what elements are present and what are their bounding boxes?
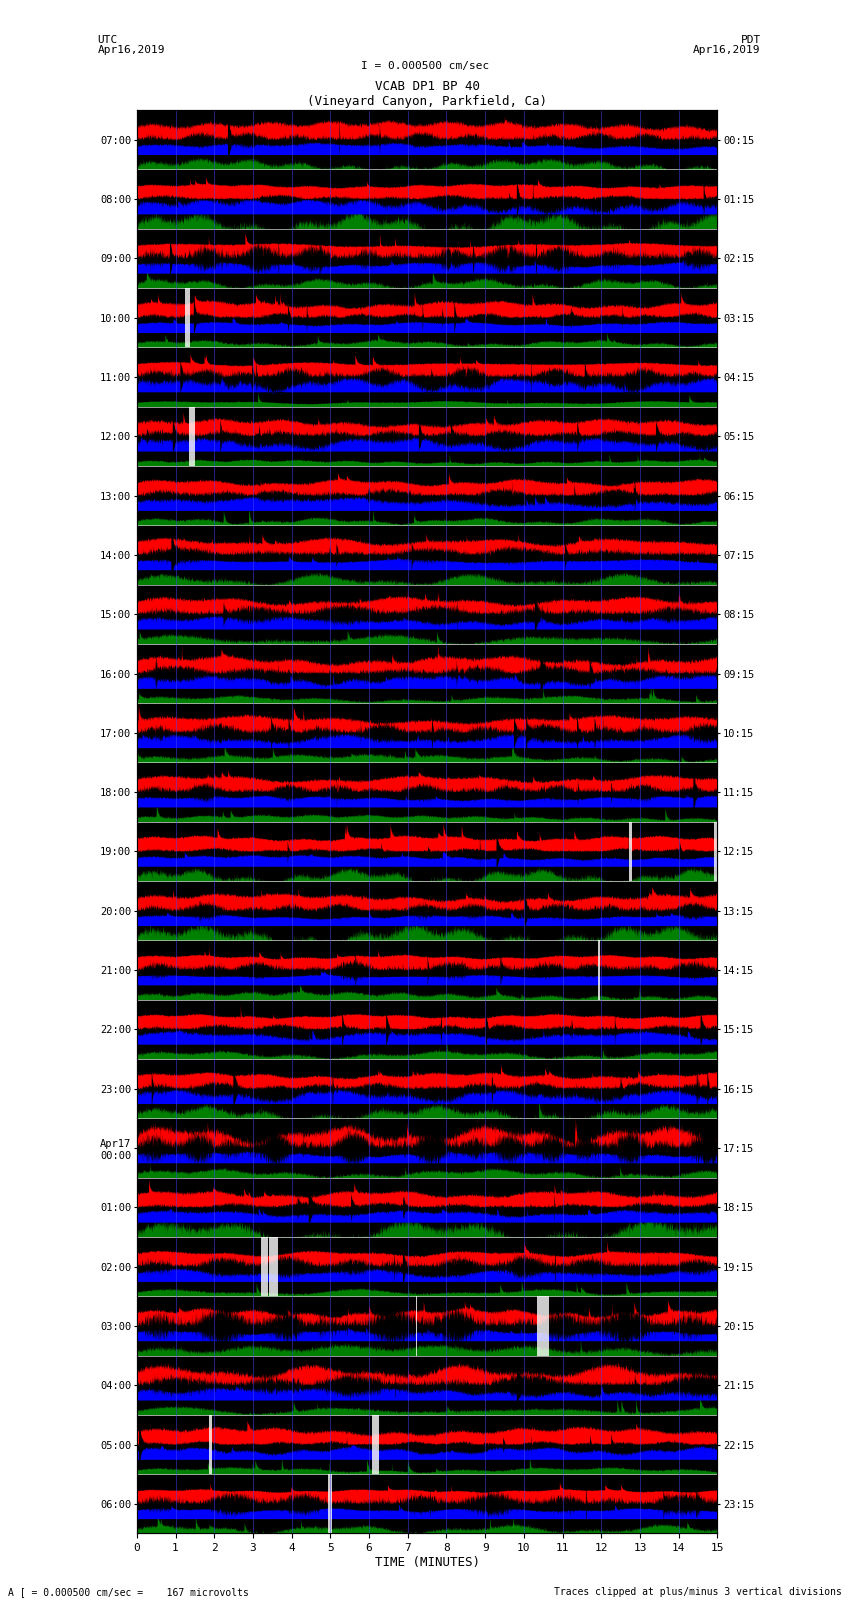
Text: UTC: UTC: [98, 35, 118, 45]
Text: Traces clipped at plus/minus 3 vertical divisions: Traces clipped at plus/minus 3 vertical …: [553, 1587, 842, 1597]
Text: Apr16,2019: Apr16,2019: [98, 45, 165, 55]
Text: Apr16,2019: Apr16,2019: [694, 45, 761, 55]
Title: VCAB DP1 BP 40
(Vineyard Canyon, Parkfield, Ca): VCAB DP1 BP 40 (Vineyard Canyon, Parkfie…: [307, 79, 547, 108]
Text: A [ = 0.000500 cm/sec =    167 microvolts: A [ = 0.000500 cm/sec = 167 microvolts: [8, 1587, 249, 1597]
Text: I = 0.000500 cm/sec: I = 0.000500 cm/sec: [361, 61, 489, 71]
Text: PDT: PDT: [740, 35, 761, 45]
X-axis label: TIME (MINUTES): TIME (MINUTES): [375, 1557, 479, 1569]
